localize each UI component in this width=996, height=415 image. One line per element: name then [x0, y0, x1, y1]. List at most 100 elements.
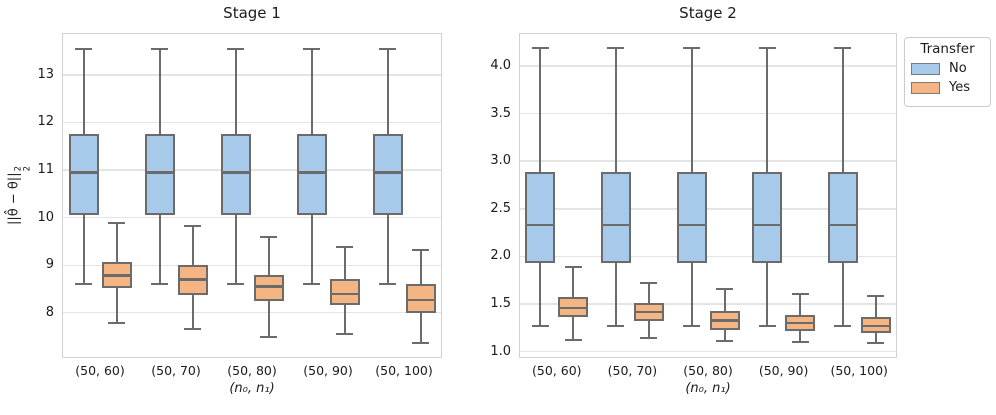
x-tick-label: (50, 60) — [75, 363, 125, 378]
x-tick-label: (50, 70) — [151, 363, 201, 378]
x-tick-label: (50, 60) — [532, 363, 582, 378]
whisker-cap-bottom-no-group-5 — [379, 283, 396, 286]
whisker-cap-top-yes-group-3 — [260, 235, 277, 238]
whisker-cap-top-yes-group-4 — [791, 292, 809, 295]
whisker-cap-bottom-yes-group-2 — [184, 328, 201, 331]
legend: Transfer No Yes — [904, 37, 991, 107]
median-yes-group-3 — [709, 319, 740, 322]
whisker-cap-top-yes-group-1 — [108, 222, 125, 225]
y-tick-label: 12 — [37, 114, 54, 130]
legend-item-yes: Yes — [911, 80, 984, 95]
gridline — [63, 216, 441, 219]
gridline — [63, 74, 441, 76]
y-tick-label: 13 — [37, 66, 54, 82]
y-tick-label: 10 — [37, 209, 54, 225]
gridline — [520, 255, 896, 258]
median-no-group-2 — [600, 223, 631, 227]
y-tick-label: 11 — [37, 162, 54, 178]
median-yes-group-1 — [101, 274, 132, 277]
gridline — [63, 264, 441, 266]
median-no-group-3 — [676, 223, 707, 227]
x-tick-label: (50, 90) — [303, 363, 353, 378]
median-yes-group-5 — [860, 324, 891, 328]
box-no-group-3 — [676, 171, 707, 264]
box-no-group-4 — [752, 171, 783, 264]
box-no-group-3 — [220, 134, 251, 216]
whisker-cap-top-no-group-5 — [379, 47, 396, 50]
gridline — [63, 121, 441, 124]
x-tick-label: (50, 80) — [227, 363, 277, 378]
whisker-cap-bottom-no-group-2 — [607, 325, 625, 328]
y-tick-label: 3.0 — [490, 153, 511, 169]
whisker-cap-bottom-yes-group-4 — [336, 333, 353, 336]
whisker-cap-bottom-no-group-2 — [151, 283, 168, 286]
median-yes-group-1 — [558, 306, 589, 310]
whisker-cap-top-yes-group-5 — [867, 294, 885, 297]
median-no-group-1 — [525, 223, 556, 227]
whisker-cap-top-no-group-2 — [151, 47, 168, 50]
gridline — [520, 351, 896, 353]
whisker-cap-bottom-yes-group-4 — [791, 341, 809, 344]
y-tick-label: 9 — [45, 257, 54, 273]
legend-label-no: No — [949, 61, 967, 76]
median-no-group-1 — [68, 171, 99, 174]
gridline — [520, 208, 896, 210]
whisker-cap-top-no-group-5 — [834, 46, 852, 49]
whisker-cap-bottom-no-group-3 — [227, 283, 244, 286]
whisker-cap-bottom-no-group-3 — [683, 325, 700, 328]
y-tick-label: 3.5 — [490, 105, 511, 121]
median-no-group-5 — [372, 171, 403, 174]
box-no-group-1 — [68, 134, 99, 216]
y-tick-label: 1.5 — [490, 296, 511, 312]
median-no-group-4 — [752, 223, 783, 227]
x-tick-label: (50, 100) — [830, 363, 888, 378]
whisker-cap-top-yes-group-2 — [184, 225, 201, 228]
panel-title-stage-1: Stage 1 — [223, 4, 281, 22]
whisker-cap-top-no-group-3 — [683, 46, 700, 49]
whisker-cap-bottom-yes-group-5 — [412, 341, 429, 344]
whisker-cap-top-no-group-1 — [531, 46, 549, 49]
median-no-group-4 — [296, 171, 327, 174]
median-yes-group-2 — [633, 310, 664, 314]
y-tick-label: 8 — [45, 304, 54, 320]
median-no-group-5 — [827, 223, 858, 227]
whisker-cap-top-no-group-3 — [227, 47, 244, 50]
gridline — [63, 312, 441, 314]
median-yes-group-3 — [253, 285, 284, 288]
whisker-cap-top-yes-group-2 — [640, 282, 658, 285]
whisker-cap-bottom-no-group-5 — [834, 325, 852, 328]
median-no-group-2 — [144, 171, 175, 174]
whisker-cap-bottom-yes-group-1 — [108, 322, 125, 325]
panel-title-stage-2: Stage 2 — [679, 4, 737, 22]
whisker-cap-bottom-yes-group-5 — [867, 342, 885, 345]
gridline — [520, 65, 896, 67]
box-no-group-2 — [600, 171, 631, 264]
y-tick-label: 4.0 — [490, 57, 511, 73]
legend-label-yes: Yes — [949, 80, 970, 95]
whisker-cap-bottom-no-group-1 — [75, 283, 92, 286]
whisker-cap-bottom-yes-group-1 — [564, 339, 582, 342]
whisker-cap-bottom-yes-group-3 — [716, 340, 733, 343]
whisker-cap-top-yes-group-1 — [564, 265, 582, 268]
y-tick-label: 2.0 — [490, 248, 511, 264]
x-axis-label-stage-1: (n₀, n₁) — [229, 381, 275, 396]
gridline — [520, 112, 896, 115]
median-no-group-3 — [220, 171, 251, 174]
x-axis-label-stage-2: (n₀, n₁) — [685, 381, 731, 396]
whisker-cap-top-no-group-4 — [758, 46, 776, 49]
y-tick-label: 1.0 — [490, 343, 511, 359]
median-yes-group-5 — [405, 298, 436, 302]
y-tick-label: 2.5 — [490, 200, 511, 216]
legend-swatch-yes-icon — [911, 81, 940, 94]
box-no-group-1 — [525, 171, 556, 264]
whisker-cap-top-no-group-4 — [303, 47, 320, 50]
x-tick-label: (50, 70) — [607, 363, 658, 378]
whisker-cap-top-yes-group-4 — [336, 246, 353, 249]
legend-title: Transfer — [920, 41, 975, 57]
whisker-cap-bottom-no-group-4 — [303, 283, 320, 286]
whisker-cap-bottom-yes-group-2 — [640, 337, 658, 340]
x-tick-label: (50, 80) — [683, 363, 733, 378]
x-tick-label: (50, 100) — [375, 363, 433, 378]
box-no-group-5 — [372, 134, 403, 216]
